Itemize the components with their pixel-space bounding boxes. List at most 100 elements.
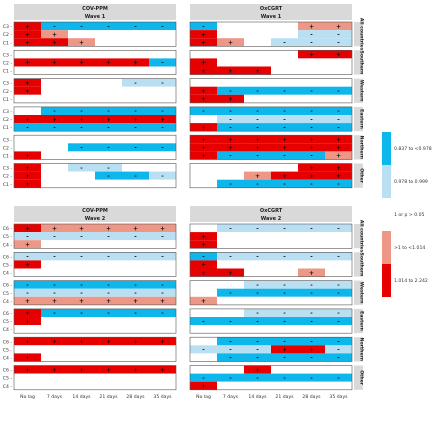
cell-sign-label: + xyxy=(160,367,165,374)
cell-sign-label: - xyxy=(26,233,29,240)
heatmap-cell xyxy=(271,143,298,152)
heatmap-cell xyxy=(68,123,95,132)
heatmap-cell xyxy=(271,30,298,39)
panel-subtitle-strip xyxy=(190,12,352,20)
heatmap-cell xyxy=(122,325,149,334)
heatmap-cell xyxy=(41,151,68,160)
heatmap-cell xyxy=(271,135,298,144)
heatmap-cell xyxy=(149,381,176,390)
cell-sign-label: - xyxy=(229,116,232,123)
cell-sign-label: - xyxy=(161,233,164,240)
cell-sign-label: + xyxy=(309,52,314,59)
cell-sign-label: - xyxy=(107,108,110,115)
heatmap-cell xyxy=(149,280,176,289)
heatmap-cell xyxy=(122,78,149,87)
cell-sign-label: + xyxy=(25,60,30,67)
cell-sign-label: + xyxy=(228,68,233,75)
heatmap-cell xyxy=(14,280,41,289)
cell-sign-label: - xyxy=(202,108,205,115)
heatmap-cell xyxy=(271,78,298,87)
heatmap-cell xyxy=(14,268,41,277)
heatmap-cell xyxy=(95,252,122,261)
cell-sign-label: + xyxy=(201,60,206,67)
cell-sign-label: + xyxy=(201,145,206,152)
heatmap-cell xyxy=(41,38,68,47)
heatmap-cell xyxy=(95,163,122,172)
cell-sign-label: + xyxy=(201,96,206,103)
heatmap-cell xyxy=(68,381,95,390)
heatmap-cell xyxy=(298,179,325,188)
cell-sign-label: - xyxy=(337,181,340,188)
heatmap-cell xyxy=(122,38,149,47)
cell-sign-label: - xyxy=(80,108,83,115)
cell-sign-label: - xyxy=(161,60,164,67)
cell-sign-label: - xyxy=(202,375,205,382)
cell-sign-label: - xyxy=(161,108,164,115)
heatmap-cell xyxy=(298,240,325,249)
cell-sign-label: + xyxy=(106,60,111,67)
heatmap-cell xyxy=(122,317,149,326)
cell-sign-label: - xyxy=(161,282,164,289)
heatmap-cell xyxy=(14,232,41,241)
heatmap-cell xyxy=(14,308,41,317)
cell-sign-label: + xyxy=(25,367,30,374)
heatmap-cell xyxy=(298,151,325,160)
heatmap-cell xyxy=(149,135,176,144)
heatmap-cell xyxy=(325,94,352,103)
heatmap-cell xyxy=(325,38,352,47)
cell-sign-label: + xyxy=(255,173,260,180)
heatmap-cell xyxy=(68,115,95,124)
cell-sign-label: - xyxy=(256,254,259,261)
heatmap-cell xyxy=(271,163,298,172)
cell-sign-label: - xyxy=(53,108,56,115)
cell-sign-label: + xyxy=(25,39,30,46)
cell-sign-label: + xyxy=(79,338,84,345)
heatmap-cell xyxy=(68,353,95,362)
cell-sign-label: + xyxy=(25,318,30,325)
heatmap-cell xyxy=(149,268,176,277)
heatmap-cell xyxy=(149,22,176,31)
heatmap-cell xyxy=(190,296,217,305)
heatmap-cell xyxy=(68,38,95,47)
cell-sign-label: - xyxy=(337,355,340,362)
heatmap-cell xyxy=(95,232,122,241)
cell-sign-label: - xyxy=(107,254,110,261)
cell-sign-label: - xyxy=(107,233,110,240)
heatmap-cell xyxy=(217,260,244,269)
heatmap-cell xyxy=(298,66,325,75)
heatmap-cell xyxy=(190,163,217,172)
heatmap-cell xyxy=(95,240,122,249)
heatmap-cell xyxy=(14,252,41,261)
heatmap-cell xyxy=(244,22,271,31)
cell-sign-label: - xyxy=(134,173,137,180)
cell-sign-label: - xyxy=(107,145,110,152)
heatmap-cell xyxy=(217,353,244,362)
row-label: C4 - xyxy=(3,299,13,305)
facet-border xyxy=(189,365,353,391)
heatmap-cell xyxy=(14,151,41,160)
heatmap-cell xyxy=(325,50,352,59)
heatmap-cell xyxy=(149,252,176,261)
region-label: Other xyxy=(358,370,364,385)
row-label: C5 - xyxy=(3,347,13,353)
heatmap-cell xyxy=(14,224,41,233)
cell-sign-label: + xyxy=(79,116,84,123)
cell-sign-label: + xyxy=(106,298,111,305)
heatmap-cell xyxy=(41,224,68,233)
cell-sign-label: + xyxy=(309,145,314,152)
row-label: C2 - xyxy=(3,117,13,123)
heatmap-cell xyxy=(298,143,325,152)
cell-sign-label: + xyxy=(336,165,341,172)
cell-sign-label: + xyxy=(228,96,233,103)
heatmap-cell xyxy=(95,171,122,180)
heatmap-cell xyxy=(14,325,41,334)
heatmap-cell xyxy=(244,78,271,87)
heatmap-cell xyxy=(190,232,217,241)
heatmap-cell xyxy=(271,179,298,188)
heatmap-cell xyxy=(41,143,68,152)
cell-sign-label: - xyxy=(256,375,259,382)
heatmap-cell xyxy=(41,179,68,188)
heatmap-cell xyxy=(190,288,217,297)
legend-label: 1 or p > 0.05 xyxy=(394,212,425,218)
cell-sign-label: - xyxy=(229,290,232,297)
